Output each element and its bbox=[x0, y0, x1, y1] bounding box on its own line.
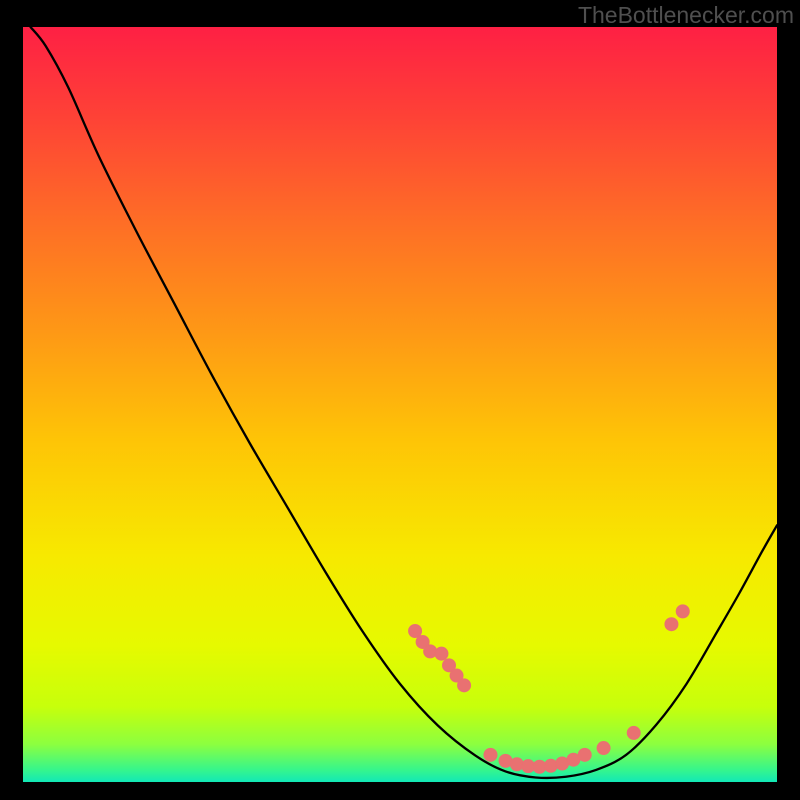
data-marker bbox=[484, 748, 497, 761]
data-marker bbox=[510, 758, 523, 771]
data-marker bbox=[435, 647, 448, 660]
data-marker bbox=[665, 618, 678, 631]
data-marker bbox=[676, 605, 689, 618]
data-marker bbox=[627, 726, 640, 739]
chart-svg bbox=[23, 27, 777, 782]
attribution-text: TheBottlenecker.com bbox=[578, 2, 794, 29]
data-marker bbox=[597, 742, 610, 755]
data-marker bbox=[424, 645, 437, 658]
data-marker bbox=[458, 679, 471, 692]
data-marker bbox=[409, 625, 422, 638]
plot-frame bbox=[23, 27, 777, 782]
gradient-background bbox=[23, 27, 777, 782]
data-marker bbox=[578, 748, 591, 761]
data-marker bbox=[544, 759, 557, 772]
